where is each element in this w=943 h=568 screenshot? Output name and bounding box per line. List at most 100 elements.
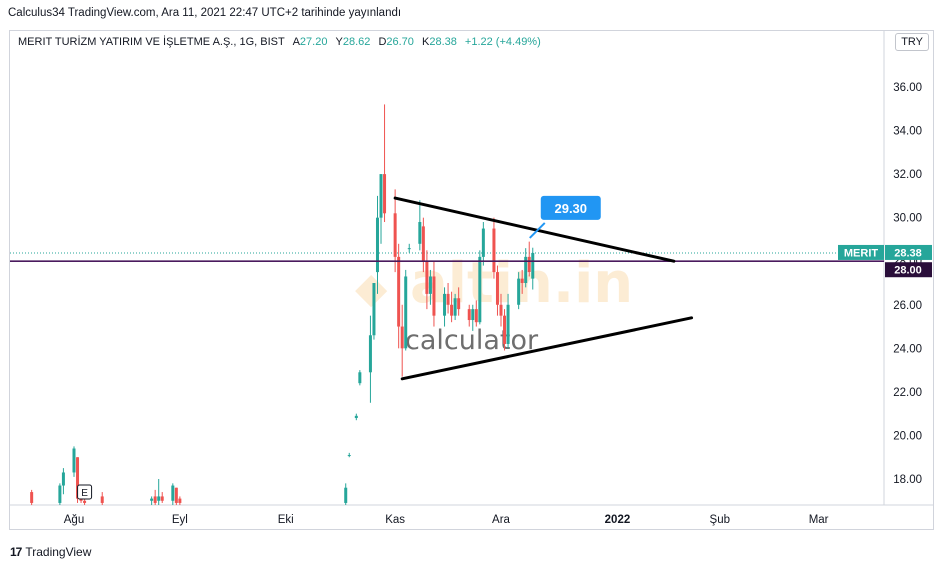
candle-body	[407, 248, 411, 250]
candle-body	[100, 496, 104, 503]
level-tag-box	[885, 262, 932, 278]
x-tick-label: Ağu	[64, 514, 84, 526]
candle-body	[467, 309, 471, 321]
open-label: A	[292, 36, 300, 48]
y-tick-label: 36.00	[893, 82, 922, 94]
candle-body	[30, 492, 34, 503]
candle-body	[61, 472, 65, 486]
candle-body	[443, 293, 447, 316]
event-marker-box	[77, 484, 93, 500]
candle-body	[453, 298, 457, 316]
candle-body	[428, 276, 432, 294]
candle-body	[503, 315, 507, 344]
candle-body	[58, 485, 62, 503]
y-tick-label: 30.00	[893, 213, 922, 225]
callout-label: 29.30	[554, 201, 587, 216]
candle-body	[76, 457, 80, 499]
x-tick-label: Kas	[385, 514, 405, 526]
candle-body	[517, 278, 521, 305]
candle-body	[457, 298, 461, 310]
candle-body	[354, 415, 358, 419]
candle-body	[72, 448, 76, 473]
candle-body	[421, 226, 425, 262]
open-value: 27.20	[299, 36, 328, 48]
candle-body	[178, 498, 182, 503]
candle-body	[358, 372, 362, 384]
candle-body	[506, 304, 510, 344]
tv-logo-icon: 17	[10, 545, 22, 559]
candle-body	[372, 283, 376, 336]
candle-body	[531, 252, 535, 279]
high-label: Y	[335, 36, 343, 48]
candles-group	[30, 104, 535, 505]
chart-frame	[9, 30, 934, 530]
callout-pointer	[529, 222, 546, 239]
y-tick-label: 34.00	[893, 126, 922, 138]
y-tick-label: 18.00	[893, 474, 922, 486]
candle-body	[150, 498, 154, 501]
change-value: +1.22 (+4.49%)	[464, 36, 541, 48]
candle-body	[404, 276, 408, 349]
candle-body	[492, 228, 496, 273]
x-tick-label: Eki	[278, 514, 294, 526]
candle-body	[450, 304, 454, 316]
candle-body	[524, 256, 528, 283]
publish-line: Calculus34 TradingView.com, Ara 11, 2021…	[8, 7, 402, 19]
trendline-lower	[400, 316, 694, 381]
currency-button[interactable]: TRY	[895, 33, 929, 51]
high-value: 28.62	[342, 36, 371, 48]
low-label: D	[378, 36, 387, 48]
candle-body	[481, 228, 485, 257]
candle-body	[400, 326, 404, 349]
close-label: K	[421, 36, 430, 48]
y-tick-label: 22.00	[893, 387, 922, 399]
x-tick-label: Ara	[492, 514, 511, 526]
y-tick-label: 32.00	[893, 169, 922, 181]
event-marker-label: E	[81, 488, 88, 499]
candle-body	[520, 278, 524, 283]
candle-body	[495, 272, 499, 305]
trendline-upper	[393, 196, 676, 263]
candle-body	[432, 276, 436, 316]
callout-box	[540, 195, 601, 220]
symbol-tag-label: MERIT	[844, 247, 879, 259]
candle-body	[160, 496, 164, 501]
watermark-sub: calculator	[405, 325, 539, 356]
candle-body	[474, 309, 478, 323]
candle-body	[425, 261, 429, 294]
close-value: 28.38	[429, 36, 457, 48]
candle-body	[499, 304, 503, 316]
candle-body	[379, 174, 383, 218]
candle-body	[171, 485, 175, 501]
x-tick-label: Mar	[809, 514, 829, 526]
candle-body	[347, 455, 351, 457]
x-tick-label: Şub	[710, 514, 730, 526]
last-price-tag-box	[885, 244, 932, 260]
footer-brand: TradingView	[25, 545, 92, 559]
candle-body	[344, 487, 348, 503]
candle-body	[79, 498, 83, 501]
candle-body	[393, 213, 397, 257]
candle-body	[471, 309, 475, 321]
candle-body	[478, 256, 482, 323]
low-value: 26.70	[386, 36, 414, 48]
footer: 17 TradingView	[10, 545, 91, 559]
symbol-legend: MERIT TURİZM YATIRIM VE İŞLETME A.Ş., 1G…	[18, 36, 541, 48]
candle-body	[418, 222, 422, 244]
candle-body	[383, 174, 387, 214]
candle-body	[527, 256, 531, 273]
level-tag-label: 28.00	[894, 265, 922, 277]
x-tick-label: 2022	[605, 514, 631, 526]
watermark-logo: ◆	[355, 263, 388, 312]
candle-body	[446, 293, 450, 305]
candle-body	[153, 496, 157, 503]
y-tick-label: 24.00	[893, 343, 922, 355]
candle-body	[368, 335, 372, 373]
candle-body	[83, 500, 87, 503]
candle-body	[397, 256, 401, 327]
y-tick-label: 20.00	[893, 430, 922, 442]
last-price-tag-label: 28.38	[894, 247, 922, 259]
candle-body	[157, 496, 161, 501]
symbol-name: MERIT TURİZM YATIRIM VE İŞLETME A.Ş., 1G…	[18, 36, 285, 48]
